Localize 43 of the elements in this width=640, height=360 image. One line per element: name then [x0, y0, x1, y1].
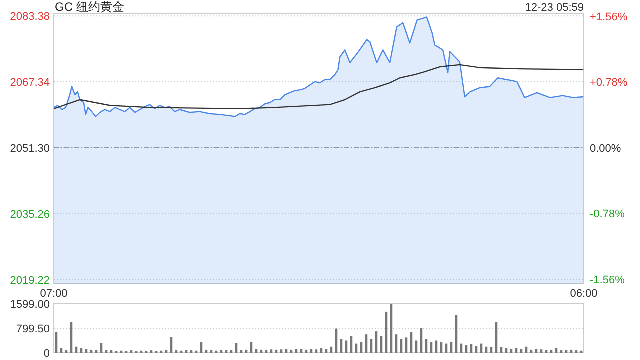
bar: [405, 338, 408, 353]
y-tick-label: 2019.22: [10, 274, 50, 287]
bar: [235, 343, 238, 353]
bar: [400, 339, 403, 353]
chart-subtitle: 12-23 05:59: [525, 2, 584, 14]
chart-title: GC 纽约黄金: [55, 0, 124, 14]
x-tick-label: 06:00: [570, 288, 598, 300]
bar: [420, 328, 423, 353]
y2-tick-label: -1.56%: [590, 274, 626, 286]
y-tick-label: 2067.34: [10, 77, 50, 90]
bar: [565, 350, 568, 353]
y-tick-label: 2035.26: [10, 208, 50, 221]
bar: [100, 343, 103, 353]
y-tick-label: 2083.38: [10, 11, 50, 24]
bar: [340, 339, 343, 353]
bar: [110, 350, 113, 353]
bar: [170, 337, 173, 353]
bar: [370, 339, 373, 353]
bar: [95, 350, 98, 353]
x-tick-label: 07:00: [40, 288, 68, 300]
bar: [230, 350, 233, 353]
bar: [540, 350, 543, 353]
bar: [415, 340, 418, 353]
y2-tick-label: +0.78%: [590, 77, 628, 90]
bar: [280, 350, 283, 353]
bar: [270, 350, 273, 353]
y2-tick-label: +1.56%: [590, 11, 628, 24]
bar: [345, 340, 348, 353]
y-tick-label: 1599.00: [10, 299, 50, 311]
y2-tick-label: -0.78%: [590, 208, 626, 221]
bar: [220, 350, 223, 353]
bar: [425, 339, 428, 353]
bar: [240, 350, 243, 353]
bar: [165, 350, 168, 353]
y-tick-label: 0: [44, 348, 50, 360]
bar: [315, 350, 318, 353]
bar: [545, 350, 548, 353]
y-tick-label: 799.50: [16, 324, 50, 336]
bar: [185, 350, 188, 353]
y-tick-label: 2051.30: [10, 142, 50, 155]
bar: [435, 340, 438, 353]
bar: [265, 350, 268, 353]
y2-tick-label: 0.00%: [590, 142, 622, 155]
